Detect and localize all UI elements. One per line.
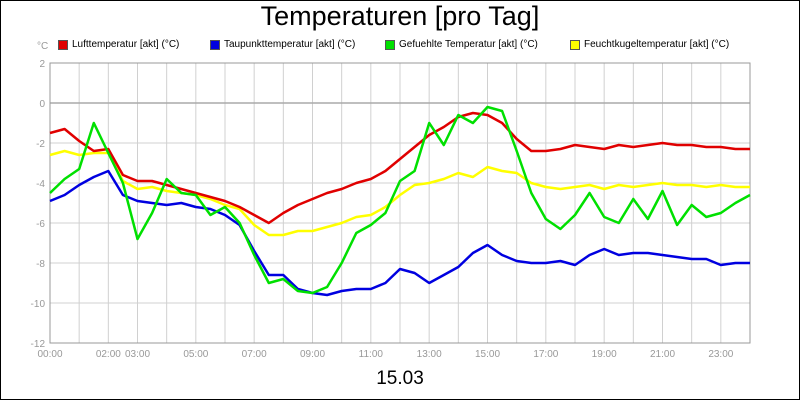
series-line-taupunkttemperatur — [49, 169, 750, 297]
x-tick-label: 21:00 — [650, 349, 675, 360]
x-tick-label: 13:00 — [417, 349, 442, 360]
legend-swatch-lufttemperatur — [58, 39, 68, 50]
legend-label-gefuehlte-temperatur: Gefuehlte Temperatur [akt] (°C) — [399, 39, 538, 50]
x-tick-label: 17:00 — [533, 349, 558, 360]
x-tick-label: 09:00 — [300, 349, 325, 360]
x-tick-label: 11:00 — [359, 349, 384, 360]
y-tick-label: -10 — [31, 299, 46, 310]
y-tick-label: -4 — [36, 179, 45, 190]
y-tick-label: -8 — [36, 259, 45, 270]
legend-item-lufttemperatur: Lufttemperatur [akt] (°C) — [58, 39, 179, 50]
x-axis-date-label: 15.03 — [376, 368, 424, 389]
chart-title: Temperaturen [pro Tag] — [260, 1, 540, 31]
series-line-gefuehlte — [49, 105, 751, 295]
y-tick-label: -12 — [31, 339, 46, 350]
legend-swatch-taupunkttemperatur — [210, 39, 220, 50]
legend-label-feuchtkugeltemperatur: Feuchtkugeltemperatur [akt] (°C) — [584, 39, 730, 50]
x-tick-label: 05:00 — [183, 349, 208, 360]
y-axis-unit: °C — [37, 41, 49, 52]
x-tick-label: 23:00 — [708, 349, 733, 360]
legend-item-gefuehlte-temperatur: Gefuehlte Temperatur [akt] (°C) — [385, 39, 538, 50]
x-tick-label: 02:00 — [96, 349, 121, 360]
series-line-feuchtkugeltemperatur — [49, 149, 750, 237]
y-tick-label: 0 — [39, 99, 45, 110]
legend-swatch-gefuehlte-temperatur — [385, 39, 395, 50]
y-tick-label: 2 — [39, 59, 45, 70]
x-tick-label: 00:00 — [37, 349, 62, 360]
y-tick-label: -6 — [36, 219, 45, 230]
x-tick-label: 15:00 — [475, 349, 500, 360]
x-tick-label: 19:00 — [592, 349, 617, 360]
x-tick-label: 03:00 — [125, 349, 150, 360]
legend-item-feuchtkugeltemperatur: Feuchtkugeltemperatur [akt] (°C) — [570, 39, 729, 50]
legend-item-taupunkttemperatur: Taupunkttemperatur [akt] (°C) — [210, 39, 355, 50]
y-tick-label: -2 — [36, 139, 45, 150]
legend-label-taupunkttemperatur: Taupunkttemperatur [akt] (°C) — [224, 39, 356, 50]
x-tick-label: 07:00 — [242, 349, 267, 360]
plot-border — [49, 62, 751, 344]
legend-label-lufttemperatur: Lufttemperatur [akt] (°C) — [72, 39, 180, 50]
series-line-lufttemperatur — [49, 111, 750, 225]
legend-swatch-feuchtkugeltemperatur — [570, 39, 580, 50]
